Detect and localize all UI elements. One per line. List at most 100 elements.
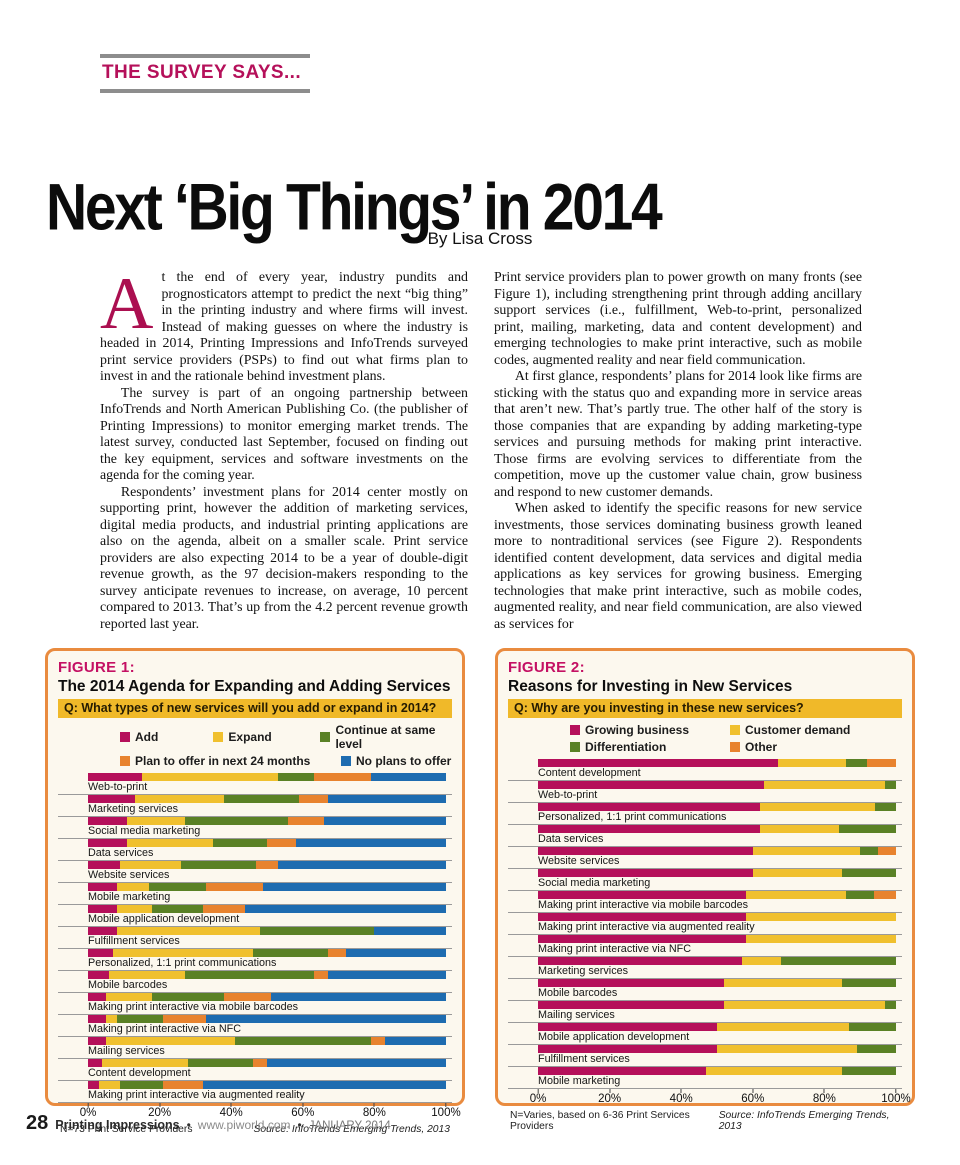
bar-segment [538,957,743,965]
bar-segment [538,759,778,767]
bar-segment [234,1037,371,1045]
bar-segment [299,795,328,803]
source-note: Source: InfoTrends Emerging Trends, 2013 [718,1110,890,1132]
bar-segment [538,1067,707,1075]
axis-tick: 100% [431,1103,461,1119]
figure-title: Reasons for Investing in New Services [508,678,793,695]
bar-segment [885,781,896,789]
stacked-bar [538,803,896,811]
bar-segment [116,883,149,891]
tick-label: 20% [598,1093,622,1105]
chart-row: Mobile barcodes [58,971,452,993]
tick-label: 0% [79,1107,97,1119]
bar-segment [538,891,746,899]
bar-category-label: Mobile marketing [538,1075,621,1087]
bar-segment [277,861,446,869]
chart-row: Social media marketing [58,817,452,839]
axis-tick: 80% [813,1089,836,1105]
bar-category-label: Making print interactive via mobile barc… [538,899,749,911]
axis-tick: 80% [363,1103,386,1119]
tick-mark [445,1103,447,1107]
chart-row: Data services [508,825,902,847]
legend-item: Plan to offer in next 24 months [120,754,341,768]
stacked-bar [88,905,446,913]
separator: • [297,1118,302,1132]
bar-segment [538,1001,725,1009]
chart-row: Marketing services [508,957,902,979]
legend-label: No plans to offer [356,754,452,768]
bar-segment [538,847,753,855]
chart-row: Making print interactive via mobile barc… [508,891,902,913]
axis-tick: 60% [741,1089,764,1105]
bar-segment [752,847,861,855]
figure-title: The 2014 Agenda for Expanding and Adding… [58,678,451,695]
bar-segment [277,773,314,781]
bar-category-label: Data services [88,847,154,859]
page-title: Next ‘Big Things’ in 2014 [46,170,663,244]
bar-segment [538,979,725,987]
figure-2: FIGURE 2: Reasons for Investing in New S… [495,648,915,1132]
legend-item: Continue at same level [320,723,452,751]
bar-segment [327,949,346,957]
tick-label: 40% [669,1093,693,1105]
stacked-bar [538,1067,896,1075]
bar-segment [245,905,446,913]
bar-segment [113,949,253,957]
stacked-bar [538,935,896,943]
bar-segment [324,817,446,825]
bar-segment [370,773,446,781]
bar-segment [88,1081,99,1089]
axis-tick: 0% [79,1103,97,1119]
bar-segment [327,795,446,803]
stacked-bar [88,1015,446,1023]
legend-swatch-icon [570,742,580,752]
survey-question: Q: Why are you investing in these new se… [508,699,902,718]
legend-item: Other [730,740,777,754]
legend-label: Other [745,740,778,754]
paragraph: The survey is part of an ongoing partner… [100,385,468,484]
bar-segment [849,1023,896,1031]
stacked-bar [538,1023,896,1031]
bar-segment [116,927,260,935]
survey-question: Q: What types of new services will you a… [58,699,452,718]
bar-segment [724,1001,886,1009]
figures-section: FIGURE 1: The 2014 Agenda for Expanding … [45,648,915,1135]
chart-row: Personalized, 1:1 print communications [58,949,452,971]
page-footer: 28 Printing Impressions • www.piworld.co… [26,1112,391,1135]
stacked-bar [88,839,446,847]
bar-segment [105,993,153,1001]
bar-segment [202,1081,446,1089]
bar-segment [98,1081,121,1089]
bar-segment [252,1059,267,1067]
legend-label: Add [135,730,159,744]
sample-size-note: N=Varies, based on 6-36 Print Services P… [510,1110,690,1132]
bar-category-label: Marketing services [88,803,179,815]
bar-segment [313,971,328,979]
stacked-bar-chart: Content development Web-to-print Personali… [508,759,911,1107]
bar-segment [706,1067,843,1075]
bar-category-label: Social media marketing [538,877,651,889]
axis-tick: 60% [291,1103,314,1119]
bar-category-label: Mailing services [538,1009,615,1021]
chart-row: Social media marketing [508,869,902,891]
bar-segment [163,1081,203,1089]
axis-tick: 20% [598,1089,621,1105]
bar-segment [759,825,839,833]
tick-mark [230,1103,232,1107]
bar-segment [266,1059,446,1067]
stacked-bar [88,795,446,803]
axis-tick: 40% [670,1089,693,1105]
bar-segment [206,883,264,891]
legend-swatch-icon [341,756,351,766]
tick-mark [87,1103,89,1107]
bar-segment [842,869,896,877]
paragraph-text: t the end of every year, industry pundit… [100,270,468,384]
bar-category-label: Mobile barcodes [88,979,168,991]
x-axis: 0% 20% 40% 60% 80% 100% [530,1089,911,1107]
bar-segment [259,927,375,935]
stacked-bar [538,891,896,899]
tick-label: 100% [431,1107,461,1119]
kicker-rule-bottom [100,89,310,93]
